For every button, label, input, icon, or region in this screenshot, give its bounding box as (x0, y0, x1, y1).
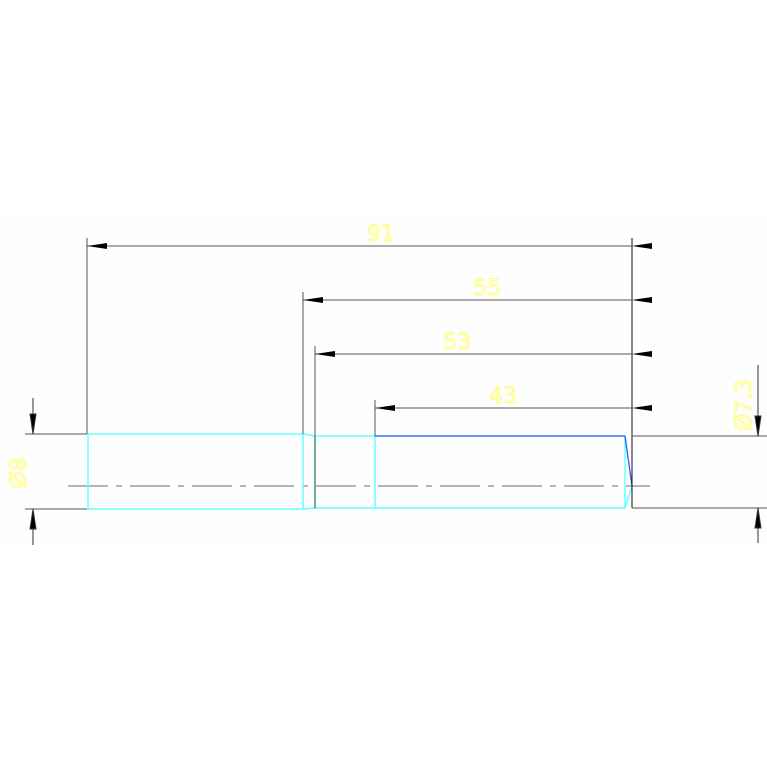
shaft-section-diameter-8 (87, 433, 304, 510)
dimension-text-diameter-8: Ø8 (7, 457, 32, 488)
dimension-text-53: 53 (443, 330, 471, 355)
chamfer-lower (624, 485, 633, 509)
diameter-dimensions (29, 365, 762, 545)
dimension-text-55: 55 (473, 276, 501, 301)
drawing-area (0, 215, 767, 545)
dimension-text-diameter-7-3: Ø7.3 (732, 379, 757, 431)
dimension-text-91: 91 (367, 222, 395, 247)
dimension-text-43: 43 (489, 384, 517, 409)
chamfer-upper (624, 435, 633, 487)
length-dimensions (87, 243, 652, 411)
